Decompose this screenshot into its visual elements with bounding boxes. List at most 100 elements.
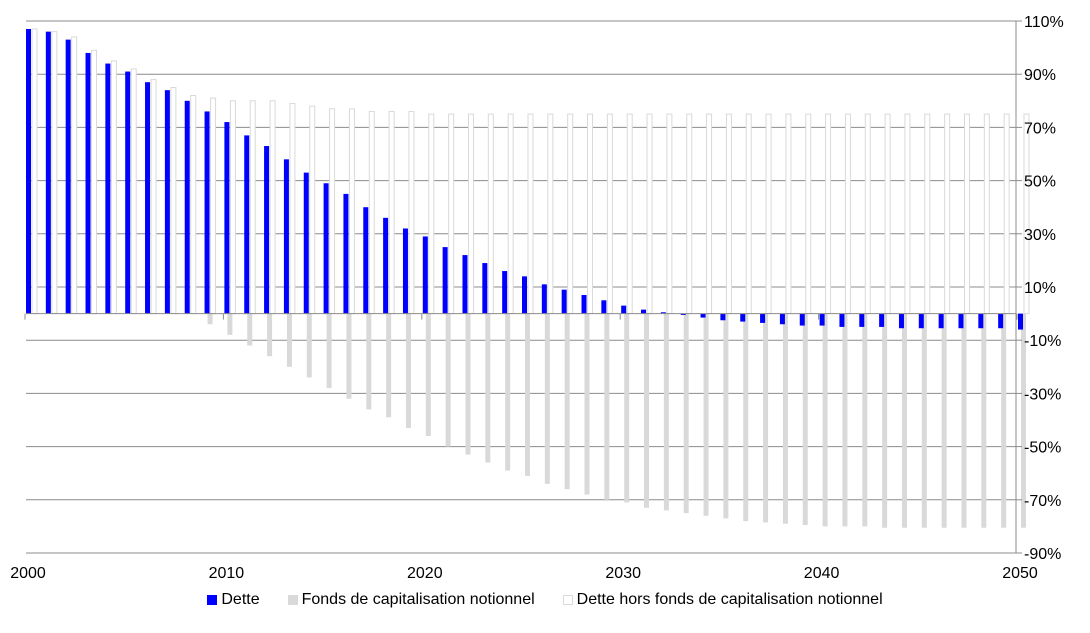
legend: Dette Fonds de capitalisation notionnel … bbox=[0, 585, 1090, 615]
bar-dette-2007 bbox=[164, 90, 170, 314]
bar-dette-2006 bbox=[145, 82, 151, 314]
bar-fonds-de-capitalisation-notionnel-2048 bbox=[981, 313, 987, 528]
bar-dette-2005 bbox=[125, 71, 131, 314]
bar-fonds-de-capitalisation-notionnel-2010 bbox=[227, 313, 233, 335]
bar-dette-hors-fonds-de-capitalisation-notionnel-2045 bbox=[924, 113, 931, 315]
bar-dette-2036 bbox=[740, 313, 746, 322]
bar-dette-2009 bbox=[204, 111, 210, 314]
bar-dette-hors-fonds-de-capitalisation-notionnel-2025 bbox=[527, 113, 534, 315]
bar-dette-hors-fonds-de-capitalisation-notionnel-2011 bbox=[249, 100, 256, 315]
bar-dette-hors-fonds-de-capitalisation-notionnel-2046 bbox=[944, 113, 951, 315]
bar-fonds-de-capitalisation-notionnel-2020 bbox=[425, 313, 431, 436]
bar-dette-hors-fonds-de-capitalisation-notionnel-2036 bbox=[745, 113, 752, 315]
x-tick-labels: 2000 2010 2020 2030 2040 2050 bbox=[10, 565, 1038, 580]
bar-dette-2034 bbox=[700, 313, 706, 318]
bar-dette-2040 bbox=[819, 313, 825, 326]
bar-dette-hors-fonds-de-capitalisation-notionnel-2032 bbox=[666, 113, 673, 315]
bar-fonds-de-capitalisation-notionnel-2021 bbox=[445, 313, 451, 447]
bar-dette-hors-fonds-de-capitalisation-notionnel-2035 bbox=[725, 113, 732, 315]
axes bbox=[24, 20, 1022, 554]
bar-dette-2030 bbox=[621, 305, 627, 314]
bar-fonds-de-capitalisation-notionnel-2009 bbox=[207, 313, 213, 325]
bar-dette-hors-fonds-de-capitalisation-notionnel-2013 bbox=[289, 102, 296, 315]
bar-fonds-de-capitalisation-notionnel-2029 bbox=[604, 313, 610, 500]
y-tick-label: -70% bbox=[1024, 493, 1061, 510]
bar-dette-2028 bbox=[581, 294, 587, 314]
bar-dette-hors-fonds-de-capitalisation-notionnel-2050 bbox=[1023, 113, 1030, 315]
bar-dette-hors-fonds-de-capitalisation-notionnel-2026 bbox=[547, 113, 554, 315]
bar-fonds-de-capitalisation-notionnel-2023 bbox=[485, 313, 491, 463]
y-tick-labels: 110% 90% 70% 50% 30% 10% -10% -30% -50% -70% -90% bbox=[1024, 14, 1064, 563]
bar-dette-hors-fonds-de-capitalisation-notionnel-2004 bbox=[110, 60, 117, 315]
legend-label-fonds: Fonds de capitalisation notionnel bbox=[301, 591, 535, 608]
bar-dette-2049 bbox=[998, 313, 1004, 329]
bar-fonds-de-capitalisation-notionnel-2015 bbox=[326, 313, 332, 389]
bar-dette-2011 bbox=[244, 135, 250, 314]
bar-dette-hors-fonds-de-capitalisation-notionnel-2033 bbox=[686, 113, 693, 315]
bar-dette-2022 bbox=[462, 255, 468, 314]
bar-fonds-de-capitalisation-notionnel-2012 bbox=[267, 313, 273, 357]
bar-dette-2043 bbox=[879, 313, 885, 327]
bar-dette-hors-fonds-de-capitalisation-notionnel-2043 bbox=[884, 113, 891, 315]
bar-dette-hors-fonds-de-capitalisation-notionnel-2021 bbox=[448, 113, 455, 315]
bar-dette-2033 bbox=[680, 313, 686, 315]
bar-dette-2037 bbox=[760, 313, 766, 323]
bar-dette-2042 bbox=[859, 313, 865, 327]
bar-dette-2010 bbox=[224, 122, 230, 314]
bar-dette-2004 bbox=[105, 63, 111, 314]
bar-dette-hors-fonds-de-capitalisation-notionnel-2015 bbox=[329, 108, 336, 315]
bar-dette-hors-fonds-de-capitalisation-notionnel-2018 bbox=[388, 110, 395, 315]
bar-dette-hors-fonds-de-capitalisation-notionnel-2049 bbox=[1003, 113, 1010, 315]
x-tick-label: 2020 bbox=[407, 565, 443, 580]
bar-fonds-de-capitalisation-notionnel-2030 bbox=[624, 313, 630, 503]
bar-dette-hors-fonds-de-capitalisation-notionnel-2030 bbox=[626, 113, 633, 315]
bar-fonds-de-capitalisation-notionnel-2034 bbox=[703, 313, 709, 516]
bar-fonds-de-capitalisation-notionnel-2031 bbox=[644, 313, 650, 508]
bar-dette-2008 bbox=[184, 100, 190, 314]
bar-fonds-de-capitalisation-notionnel-2033 bbox=[683, 313, 689, 514]
bar-dette-2035 bbox=[720, 313, 726, 321]
bar-fonds-de-capitalisation-notionnel-2017 bbox=[366, 313, 372, 410]
bar-dette-hors-fonds-de-capitalisation-notionnel-2028 bbox=[587, 113, 594, 315]
bar-dette-hors-fonds-de-capitalisation-notionnel-2042 bbox=[864, 113, 871, 315]
bar-dette-2041 bbox=[839, 313, 845, 327]
bar-dette-2017 bbox=[363, 207, 369, 314]
bar-dette-hors-fonds-de-capitalisation-notionnel-2022 bbox=[467, 113, 474, 315]
bar-dette-hors-fonds-de-capitalisation-notionnel-2019 bbox=[408, 110, 415, 315]
bar-fonds-de-capitalisation-notionnel-2041 bbox=[842, 313, 848, 527]
y-tick-label: 10% bbox=[1024, 280, 1056, 297]
bar-dette-2014 bbox=[303, 172, 309, 314]
y-tick-label: 50% bbox=[1024, 174, 1056, 191]
y-tick-label: 30% bbox=[1024, 227, 1056, 244]
bar-fonds-de-capitalisation-notionnel-2045 bbox=[921, 313, 927, 528]
bar-fonds-de-capitalisation-notionnel-2035 bbox=[723, 313, 729, 519]
legend-item-dette: Dette bbox=[207, 591, 260, 609]
bar-dette-2031 bbox=[641, 309, 647, 314]
bar-fonds-de-capitalisation-notionnel-2011 bbox=[247, 313, 253, 346]
bar-dette-2024 bbox=[502, 271, 508, 314]
bar-dette-2016 bbox=[343, 193, 349, 314]
bar-fonds-de-capitalisation-notionnel-2025 bbox=[525, 313, 530, 476]
bar-fonds-de-capitalisation-notionnel-2019 bbox=[405, 313, 411, 428]
legend-item-fonds: Fonds de capitalisation notionnel bbox=[287, 591, 535, 609]
bar-fonds-de-capitalisation-notionnel-2049 bbox=[1001, 313, 1007, 528]
bar-dette-2000 bbox=[26, 28, 31, 314]
bars bbox=[26, 28, 1030, 528]
bar-dette-2045 bbox=[918, 313, 924, 329]
bar-fonds-de-capitalisation-notionnel-2037 bbox=[763, 313, 769, 523]
bar-dette-hors-fonds-de-capitalisation-notionnel-2002 bbox=[71, 36, 78, 315]
bar-dette-hors-fonds-de-capitalisation-notionnel-2038 bbox=[785, 113, 792, 315]
bar-dette-hors-fonds-de-capitalisation-notionnel-2012 bbox=[269, 100, 276, 315]
y-tick-label: -90% bbox=[1024, 546, 1061, 563]
bar-dette-2019 bbox=[402, 228, 408, 314]
bar-fonds-de-capitalisation-notionnel-2026 bbox=[544, 313, 550, 484]
x-tick-label: 2050 bbox=[1002, 565, 1038, 580]
y-tick-label: -50% bbox=[1024, 440, 1061, 457]
bar-dette-2047 bbox=[958, 313, 964, 329]
bar-fonds-de-capitalisation-notionnel-2047 bbox=[961, 313, 967, 528]
bar-dette-2018 bbox=[383, 217, 389, 314]
bar-dette-2048 bbox=[978, 313, 984, 329]
bar-dette-2012 bbox=[264, 146, 270, 314]
bar-dette-2025 bbox=[522, 276, 527, 314]
bar-fonds-de-capitalisation-notionnel-2013 bbox=[286, 313, 292, 367]
